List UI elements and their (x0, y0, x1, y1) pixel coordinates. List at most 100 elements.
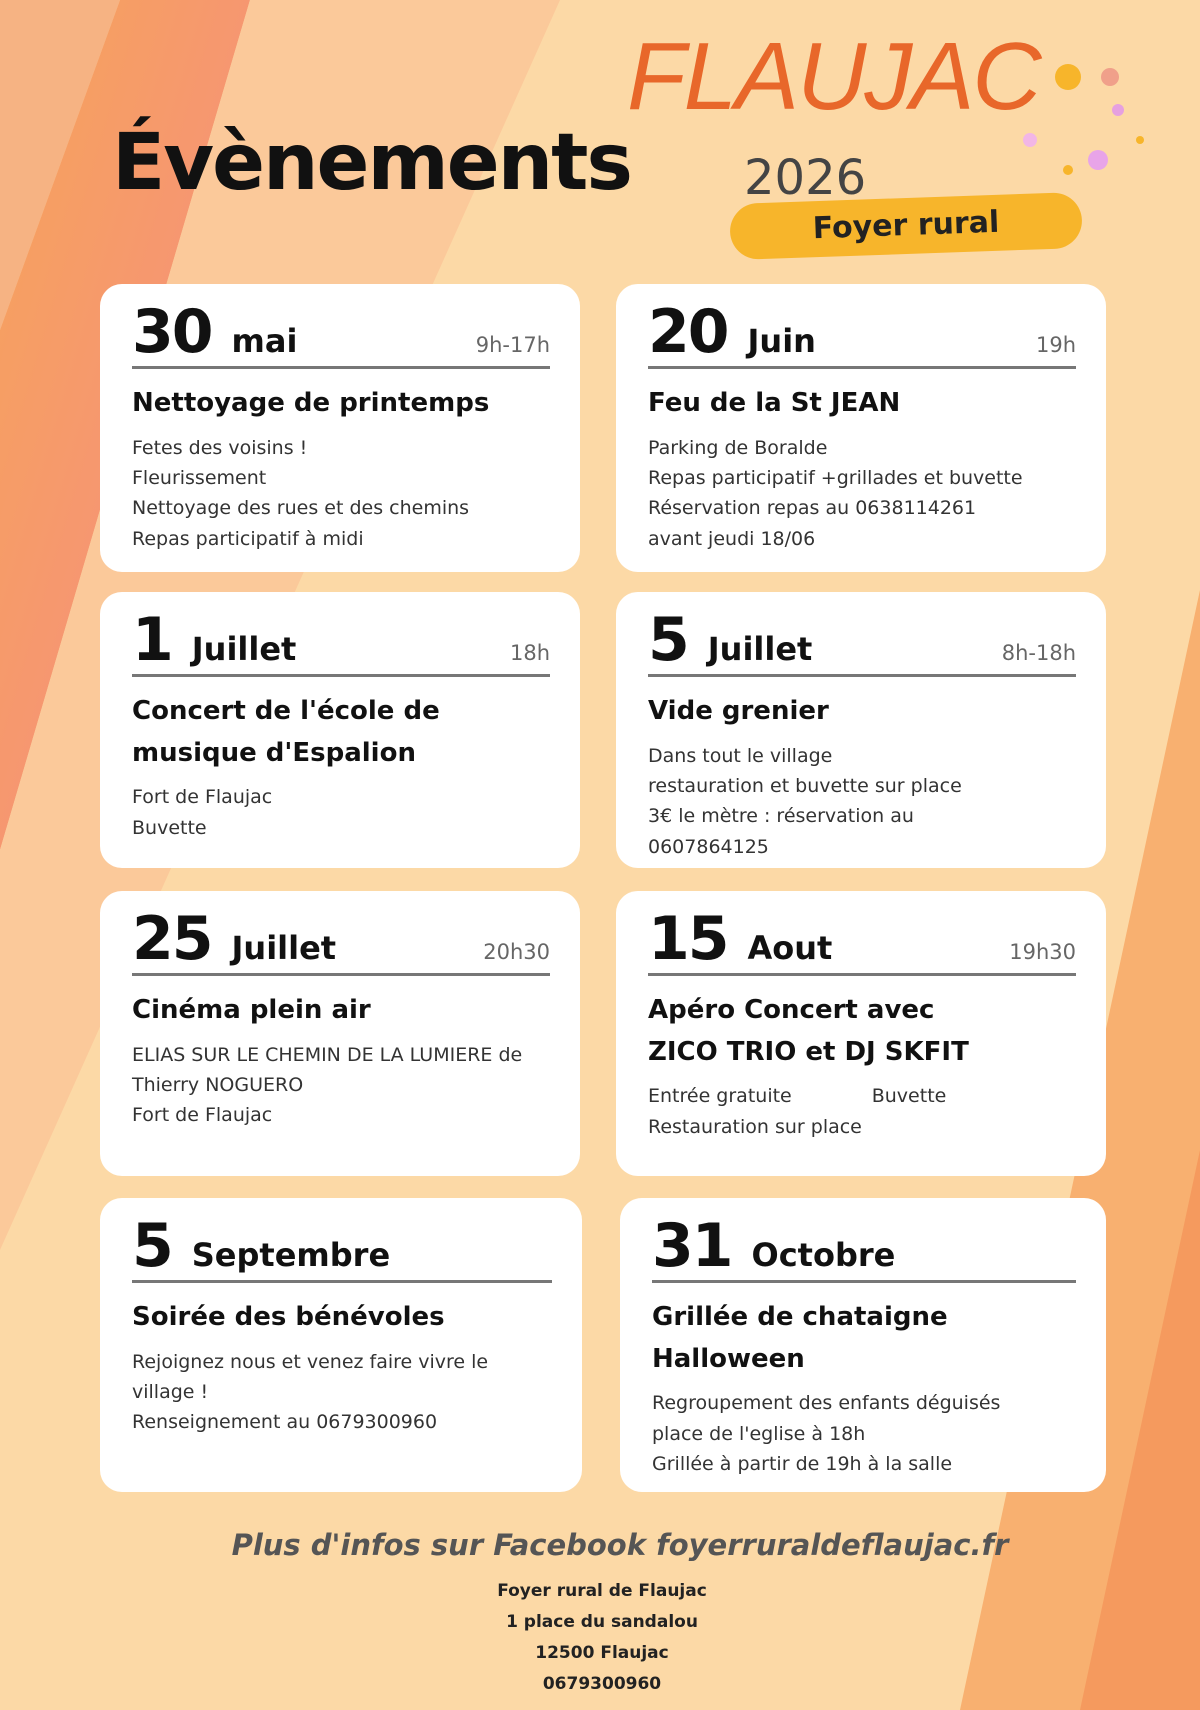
event-title-line: Apéro Concert avec (648, 995, 935, 1025)
event-card: 1 Juillet 18h Concert de l'école de musique … (100, 592, 580, 868)
event-card: 30 mai 9h-17h Nettoyage de printemps Fetes d… (100, 284, 580, 572)
event-title-line: Concert de l'école de (132, 696, 440, 726)
event-time: 8h-18h (1001, 641, 1076, 665)
event-detail: 3€ le mètre : réservation au (648, 805, 914, 828)
event-day: 20 (648, 297, 729, 367)
address-line: 0679300960 (542, 1674, 662, 1694)
event-month: Juillet (707, 630, 813, 668)
event-title: Feu de la St JEAN (648, 383, 1076, 425)
event-card: 5 Septembre Soirée des bénévoles Rejoignez … (100, 1198, 582, 1492)
stripe (1080, 1150, 1200, 1710)
event-day: 1 (132, 605, 174, 675)
event-time: 19h (1035, 333, 1076, 357)
address: Foyer rural de Flaujac 1 place du sandalo… (402, 1576, 802, 1700)
event-detail: Grillée à partir de 19h à la salle (652, 1452, 953, 1475)
event-month: Septembre (191, 1236, 391, 1274)
event-header: 30 mai 9h-17h (132, 302, 550, 369)
event-time: 20h30 (483, 940, 550, 964)
dot (1101, 68, 1119, 86)
event-details: Dans tout le village restauration et buve… (648, 741, 1076, 863)
event-detail: Restauration sur place (648, 1115, 862, 1138)
event-detail: Fort de Flaujac (132, 786, 273, 809)
event-title: Concert de l'école de musique d'Espalion (132, 691, 550, 774)
event-title-line: Nettoyage de printemps (132, 388, 490, 418)
dot (1112, 104, 1124, 116)
event-detail: Regroupement des enfants déguisés (652, 1392, 1001, 1415)
event-title-line: Halloween (652, 1343, 805, 1374)
event-day: 25 (132, 904, 213, 974)
event-card: 15 Aout 19h30 Apéro Concert avec ZICO TRIO e… (616, 891, 1106, 1176)
event-header: 20 Juin 19h (648, 302, 1076, 369)
event-header: 15 Aout 19h30 (648, 909, 1076, 976)
event-header: 31 Octobre (652, 1216, 1076, 1283)
address-line: 1 place du sandalou (506, 1612, 698, 1632)
event-title: Vide grenier (648, 691, 1076, 733)
event-card: 5 Juillet 8h-18h Vide grenier Dans tout le v… (616, 592, 1106, 868)
event-detail-line: Entrée gratuite Buvette (648, 1081, 1076, 1111)
dot (1088, 150, 1108, 170)
event-header: 5 Juillet 8h-18h (648, 610, 1076, 677)
event-detail: Parking de Boralde (648, 436, 828, 459)
event-details: Parking de Boralde Repas participatif +gr… (648, 433, 1076, 555)
event-title-line: Grillée de chataigne (652, 1302, 948, 1332)
event-detail: Réservation repas au 0638114261 (648, 497, 977, 520)
event-detail: restauration et buvette sur place (648, 774, 962, 797)
event-title-line: Vide grenier (648, 696, 829, 726)
title: Évènements (112, 118, 633, 208)
event-header: 1 Juillet 18h (132, 610, 550, 677)
event-day: 15 (648, 904, 729, 974)
event-day: 30 (132, 297, 213, 367)
footer-info: Plus d'infos sur Facebook foyerruraldefl… (231, 1528, 1009, 1562)
event-detail: ELIAS SUR LE CHEMIN DE LA LUMIERE de Thi… (132, 1043, 523, 1096)
event-details: Fetes des voisins ! Fleurissement Nettoyag… (132, 433, 550, 555)
address-line: Foyer rural de Flaujac (497, 1581, 707, 1601)
year: 2026 (744, 150, 867, 206)
event-title: Apéro Concert avec ZICO TRIO et DJ SKFIT (648, 990, 1076, 1073)
event-title-line: Feu de la St JEAN (648, 388, 901, 418)
event-detail: Buvette (871, 1085, 947, 1108)
event-month: Aout (747, 929, 833, 967)
event-detail: Entrée gratuite (648, 1085, 792, 1108)
event-details: ELIAS SUR LE CHEMIN DE LA LUMIERE de Thi… (132, 1040, 550, 1131)
event-time: 9h-17h (475, 333, 550, 357)
event-detail: Repas participatif +grillades et buvette (648, 466, 1023, 489)
event-day: 5 (132, 1211, 174, 1281)
event-month: Juin (747, 322, 816, 360)
event-month: Juillet (231, 929, 337, 967)
event-header: 25 Juillet 20h30 (132, 909, 550, 976)
event-title-line: Soirée des bénévoles (132, 1302, 445, 1332)
event-month: mai (231, 322, 298, 360)
dot (1055, 64, 1081, 90)
event-title-line: Cinéma plein air (132, 995, 371, 1025)
event-day: 5 (648, 605, 690, 675)
event-detail: Dans tout le village (648, 744, 833, 767)
event-title-line: musique d'Espalion (132, 737, 416, 768)
event-detail: Fetes des voisins ! (132, 436, 308, 459)
event-detail: avant jeudi 18/06 (648, 527, 816, 550)
event-details: Rejoignez nous et venez faire vivre le v… (132, 1347, 552, 1438)
event-detail: 0607864125 (648, 835, 769, 858)
event-month: Octobre (751, 1236, 896, 1274)
event-details: Fort de Flaujac Buvette (132, 782, 550, 843)
event-title: Grillée de chataigne Halloween (652, 1297, 1076, 1380)
event-title: Cinéma plein air (132, 990, 550, 1032)
event-detail: Fleurissement (132, 466, 267, 489)
event-title-line: ZICO TRIO et DJ SKFIT (648, 1036, 969, 1067)
event-month: Juillet (191, 630, 297, 668)
event-card: 25 Juillet 20h30 Cinéma plein air ELIAS SUR … (100, 891, 580, 1176)
dot (1136, 136, 1144, 144)
dot (1063, 165, 1073, 175)
event-detail: Nettoyage des rues et des chemins (132, 497, 470, 520)
event-time: 18h (509, 641, 550, 665)
event-day: 31 (652, 1211, 733, 1281)
event-header: 5 Septembre (132, 1216, 552, 1283)
event-card: 20 Juin 19h Feu de la St JEAN Parking de Bor… (616, 284, 1106, 572)
event-detail: Buvette (132, 816, 207, 839)
event-title: Nettoyage de printemps (132, 383, 550, 425)
event-detail: Rejoignez nous et venez faire vivre le v… (132, 1350, 489, 1403)
event-detail: place de l'eglise à 18h (652, 1422, 866, 1445)
event-detail: Repas participatif à midi (132, 527, 364, 550)
event-detail: Renseignement au 0679300960 (132, 1411, 438, 1434)
